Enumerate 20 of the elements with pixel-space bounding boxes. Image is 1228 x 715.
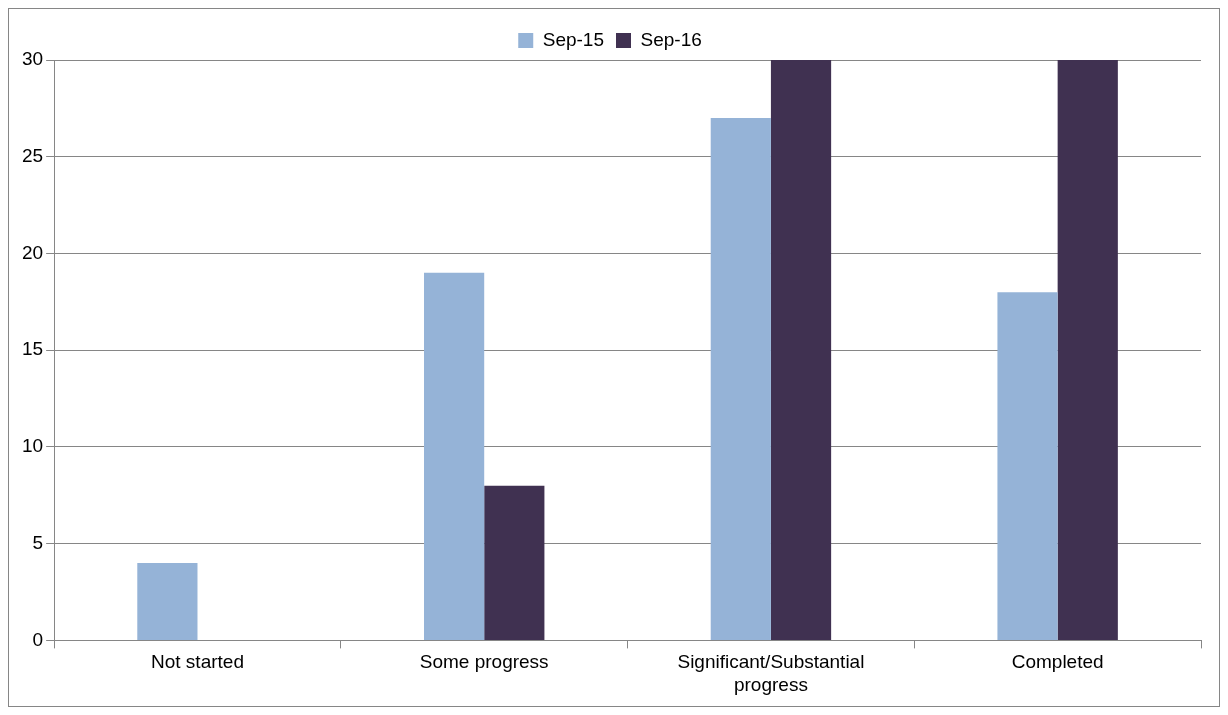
x-tick-label: Completed xyxy=(1011,651,1104,673)
y-tick-label: 0 xyxy=(32,628,44,650)
bar xyxy=(1057,60,1118,640)
y-tick-label: 15 xyxy=(21,338,44,360)
x-tick-label: Some progress xyxy=(419,651,549,673)
bar xyxy=(137,563,198,640)
y-tick-label: 20 xyxy=(21,241,44,263)
bar xyxy=(770,60,832,640)
y-tick-label: 25 xyxy=(21,144,44,166)
y-tick-label: 30 xyxy=(21,48,44,70)
bar xyxy=(710,118,771,640)
y-tick-label: 10 xyxy=(21,435,44,457)
legend-label: Sep-15 xyxy=(542,28,605,50)
bar xyxy=(997,292,1058,640)
y-tick-label: 5 xyxy=(32,531,44,553)
x-tick-label: Not started xyxy=(151,651,244,673)
legend-label: Sep-16 xyxy=(640,28,702,50)
x-tick-label: Significant/Substantial progress xyxy=(677,651,865,695)
bar xyxy=(424,272,485,640)
bar xyxy=(484,485,545,640)
